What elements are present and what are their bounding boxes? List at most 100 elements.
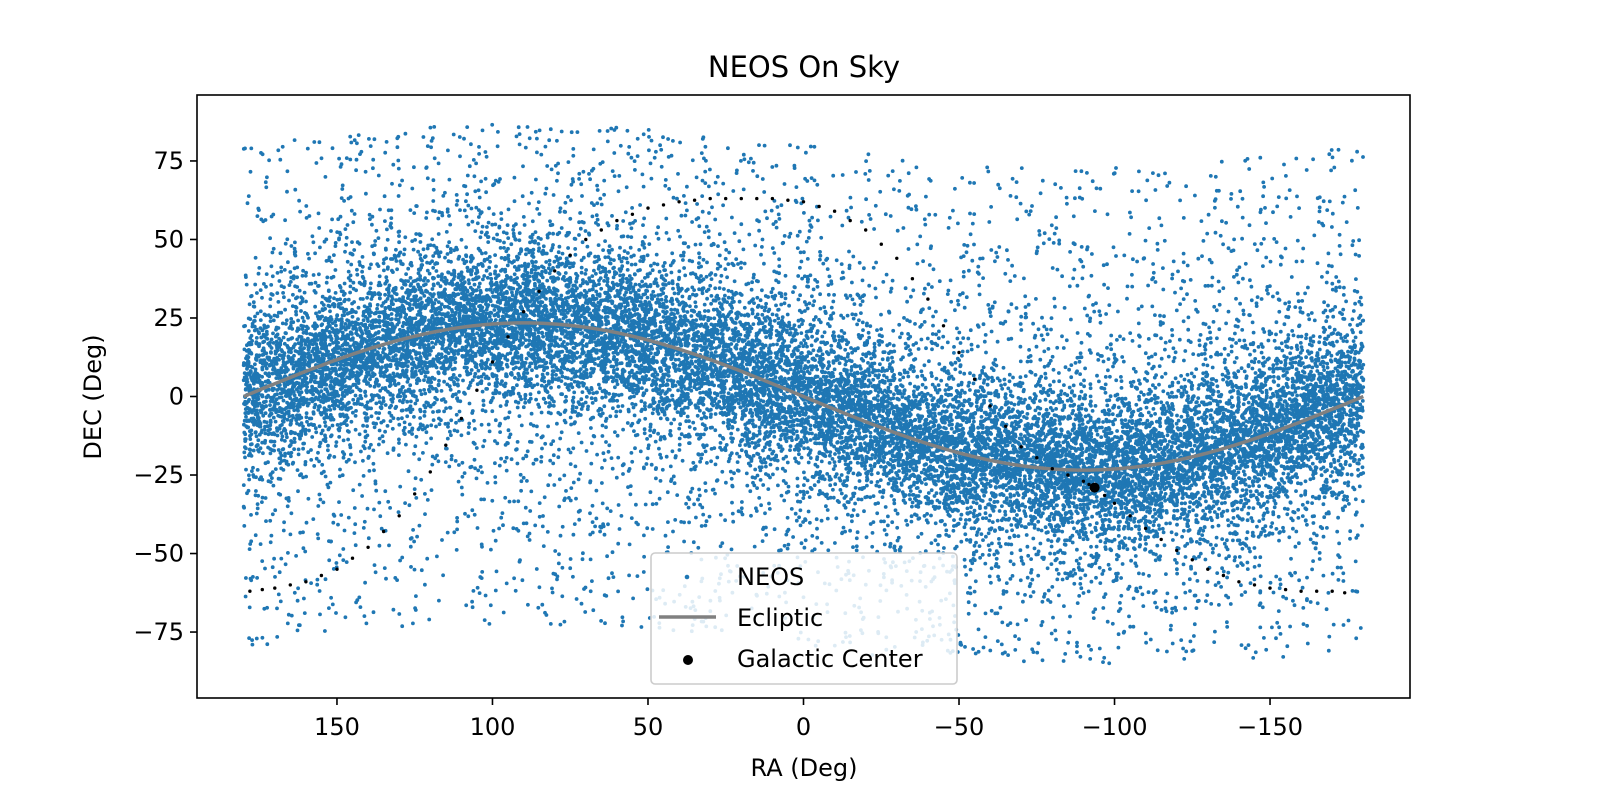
neos-point bbox=[782, 301, 787, 306]
neos-point bbox=[1079, 586, 1084, 591]
neos-point bbox=[770, 312, 775, 317]
neos-point bbox=[1090, 252, 1094, 256]
neos-point bbox=[359, 396, 364, 401]
neos-point bbox=[997, 245, 1002, 249]
neos-point bbox=[1274, 574, 1279, 579]
neos-point bbox=[964, 573, 968, 577]
neos-point bbox=[870, 453, 875, 457]
neos-point bbox=[855, 513, 860, 518]
neos-point bbox=[915, 261, 920, 266]
neos-point bbox=[477, 281, 482, 286]
neos-point bbox=[1067, 630, 1072, 635]
neos-point bbox=[1101, 606, 1106, 610]
neos-point bbox=[864, 535, 869, 540]
neos-point bbox=[919, 337, 924, 342]
neos-point bbox=[1169, 444, 1174, 449]
neos-point bbox=[499, 515, 504, 520]
neos-point bbox=[323, 424, 328, 428]
neos-point bbox=[418, 240, 423, 244]
neos-point bbox=[981, 538, 985, 542]
neos-point bbox=[448, 387, 453, 392]
neos-point bbox=[663, 183, 668, 188]
neos-point bbox=[1054, 407, 1058, 411]
neos-point bbox=[1196, 396, 1201, 400]
neos-point bbox=[1196, 386, 1201, 391]
neos-point bbox=[295, 275, 299, 280]
neos-point bbox=[1208, 330, 1212, 335]
neos-point bbox=[268, 236, 272, 241]
neos-point bbox=[849, 368, 854, 373]
neos-point bbox=[1160, 375, 1164, 379]
neos-point bbox=[243, 594, 248, 599]
neos-point bbox=[1161, 287, 1166, 292]
neos-point bbox=[1203, 347, 1208, 352]
neos-point bbox=[600, 395, 605, 400]
neos-point bbox=[419, 477, 424, 482]
neos-point bbox=[470, 508, 475, 513]
neos-point bbox=[1215, 571, 1220, 575]
neos-point bbox=[1093, 404, 1098, 408]
neos-point bbox=[313, 304, 317, 309]
neos-point bbox=[1213, 205, 1217, 210]
neos-point bbox=[1330, 211, 1335, 216]
neos-point bbox=[1332, 327, 1337, 332]
neos-point bbox=[353, 414, 358, 418]
neos-point bbox=[1354, 636, 1359, 641]
neos-point bbox=[878, 489, 882, 494]
neos-point bbox=[886, 385, 891, 390]
neos-point bbox=[1269, 524, 1273, 529]
neos-point bbox=[1297, 578, 1301, 583]
neos-point bbox=[596, 243, 601, 248]
neos-point bbox=[574, 496, 578, 501]
neos-point bbox=[690, 486, 695, 491]
neos-point bbox=[1245, 560, 1250, 565]
neos-point bbox=[614, 414, 618, 419]
neos-point bbox=[402, 420, 407, 425]
neos-point bbox=[580, 194, 584, 198]
neos-point bbox=[387, 543, 391, 548]
neos-point bbox=[1035, 245, 1040, 250]
neos-point bbox=[657, 446, 661, 451]
neos-point bbox=[1028, 354, 1033, 358]
neos-point bbox=[315, 577, 320, 582]
neos-point bbox=[968, 328, 973, 333]
neos-point bbox=[767, 507, 772, 511]
neos-point bbox=[506, 207, 511, 212]
neos-point bbox=[1257, 492, 1261, 496]
neos-point bbox=[1095, 373, 1099, 378]
neos-point bbox=[880, 495, 885, 499]
neos-point bbox=[1275, 291, 1280, 295]
neos-point bbox=[1220, 566, 1224, 571]
neos-point bbox=[615, 382, 620, 387]
neos-point bbox=[1019, 432, 1023, 437]
neos-point bbox=[598, 386, 602, 391]
neos-point bbox=[349, 208, 354, 213]
neos-point bbox=[390, 181, 394, 186]
neos-point bbox=[1127, 536, 1132, 541]
neos-point bbox=[1195, 579, 1200, 583]
neos-point bbox=[537, 585, 542, 590]
neos-point bbox=[1103, 382, 1108, 387]
neos-point bbox=[1234, 341, 1238, 345]
neos-point bbox=[365, 506, 370, 511]
neos-point bbox=[942, 546, 946, 550]
neos-point bbox=[337, 500, 341, 504]
neos-point bbox=[583, 610, 588, 614]
neos-point bbox=[730, 511, 735, 516]
neos-point bbox=[784, 454, 788, 459]
neos-point bbox=[924, 346, 928, 351]
neos-point bbox=[536, 330, 541, 335]
neos-point bbox=[705, 260, 709, 265]
neos-point bbox=[330, 146, 335, 151]
neos-point bbox=[1213, 629, 1217, 634]
neos-point bbox=[1114, 166, 1118, 170]
neos-point bbox=[583, 229, 588, 233]
neos-point bbox=[599, 202, 604, 207]
neos-point bbox=[691, 420, 696, 425]
neos-point bbox=[1007, 379, 1012, 384]
neos-point bbox=[735, 427, 740, 432]
neos-point bbox=[594, 488, 599, 493]
neos-point bbox=[803, 300, 807, 304]
neos-point bbox=[1015, 622, 1020, 627]
neos-point bbox=[1233, 555, 1237, 560]
